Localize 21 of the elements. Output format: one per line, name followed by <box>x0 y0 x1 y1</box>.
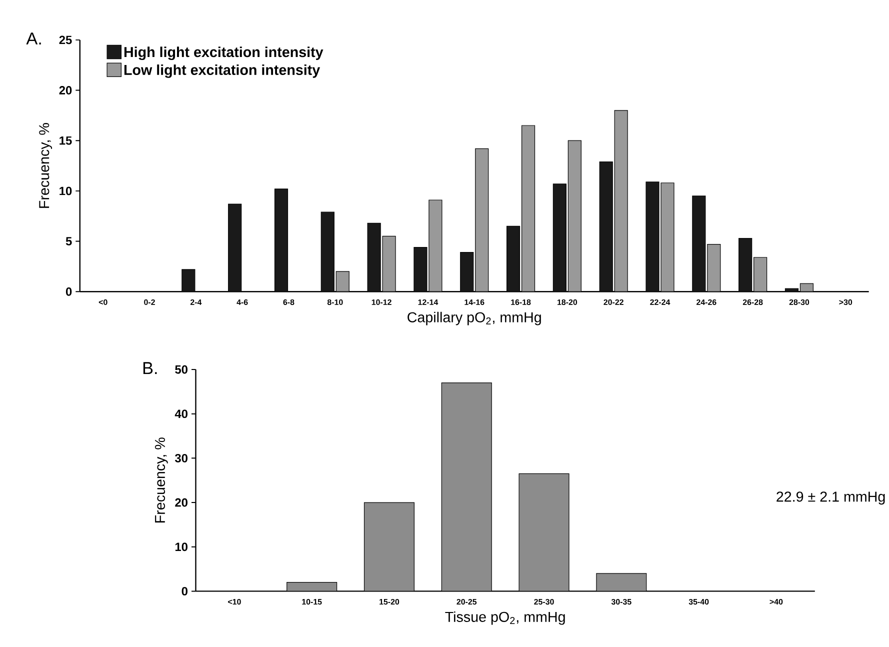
y-tick-label: 15 <box>60 136 72 145</box>
y-tick-label: 30 <box>174 454 188 462</box>
y-tick-label: 0 <box>182 586 188 596</box>
y-tick-label: 10 <box>60 186 72 196</box>
annotation: 22.9 ± 2.1 mmHg <box>776 492 885 505</box>
y-tick-label: 40 <box>174 410 188 418</box>
y-tick-label: 10 <box>175 542 188 552</box>
chart-title: B. <box>143 362 157 374</box>
legend-label: Low light excitation intensity <box>124 64 320 78</box>
chart-title: A. <box>26 32 41 44</box>
y-tick-label: 5 <box>66 237 72 246</box>
legend-label: High light excitation intensity <box>124 46 324 60</box>
y-axis-title: Frecuency, % <box>154 438 168 522</box>
y-tick-label: 20 <box>59 86 72 94</box>
y-tick-label: 25 <box>59 36 72 44</box>
y-tick-label: 50 <box>175 365 188 374</box>
y-tick-label: 0 <box>66 287 72 296</box>
x-axis-title: Capillary pO$_{2}$, mmHg <box>408 312 541 326</box>
y-tick-label: 20 <box>175 498 188 507</box>
x-axis-title: Tissue pO$_{2}$, mmHg <box>445 611 565 625</box>
y-axis-title: Frecuency, % <box>39 122 52 208</box>
